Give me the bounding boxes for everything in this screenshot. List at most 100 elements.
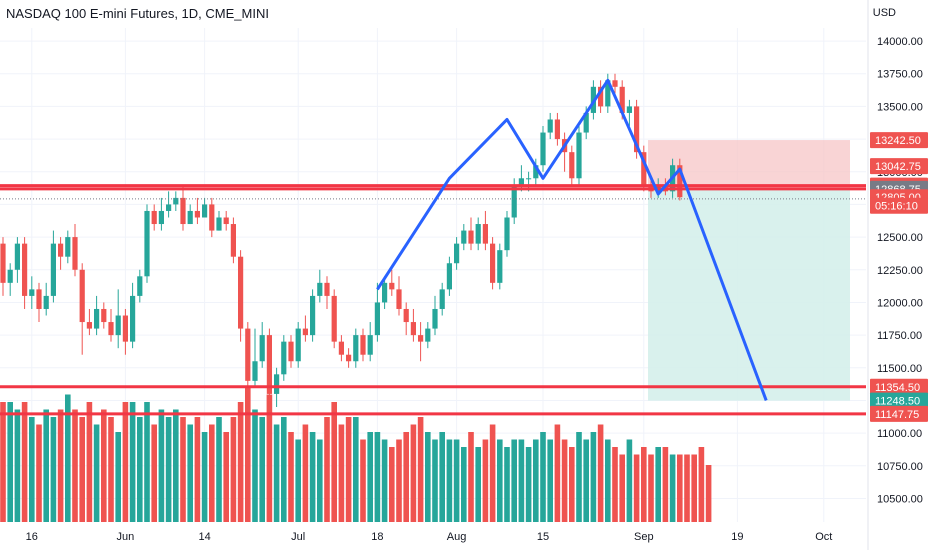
volume-bar <box>50 417 57 522</box>
candle-body <box>79 269 85 323</box>
volume-bar <box>648 454 654 522</box>
candle-body <box>295 328 301 362</box>
candle-body <box>281 341 287 375</box>
price-label-text: 11248.50 <box>875 396 920 408</box>
candle-body <box>389 282 395 290</box>
volume-bar <box>576 432 582 522</box>
volume-bar <box>7 402 13 522</box>
volume-bar <box>245 387 251 522</box>
candle-body <box>403 308 409 323</box>
volume-bar <box>216 417 222 522</box>
volume-bar <box>425 432 431 522</box>
volume-bar <box>655 447 661 522</box>
volume-bar <box>583 439 589 522</box>
candle-body <box>310 295 316 336</box>
candle-body <box>504 217 510 251</box>
x-tick-label: Jun <box>117 531 135 543</box>
currency-label: USD <box>872 7 896 19</box>
y-tick-label: 12500.00 <box>877 232 923 244</box>
volume-bar <box>641 447 647 522</box>
volume-bar <box>180 417 186 522</box>
candle-body <box>115 315 121 336</box>
candle-body <box>353 335 359 362</box>
candle-body <box>418 335 424 342</box>
candle-body <box>626 106 632 113</box>
volume-bar <box>439 432 445 522</box>
candle-body <box>144 210 150 277</box>
price-label-box <box>870 378 928 395</box>
volume-bar <box>72 409 78 522</box>
candle-body <box>158 210 164 225</box>
take-profit-zone <box>648 188 850 401</box>
volume-bar <box>259 417 265 522</box>
candle-body <box>382 282 388 303</box>
volume-bar <box>554 424 561 522</box>
volume-bar <box>453 439 460 522</box>
candle-body <box>526 178 532 180</box>
candle-body <box>425 328 431 342</box>
volume-bar <box>403 432 409 522</box>
volume-bar <box>144 402 150 522</box>
candle-body <box>36 289 42 309</box>
volume-bar <box>173 409 179 522</box>
volume-bar <box>302 424 309 522</box>
volume-bar <box>0 402 6 522</box>
volume-bar <box>410 424 417 522</box>
candle-body <box>468 230 474 244</box>
candle-body <box>187 210 193 225</box>
candle-body <box>619 86 625 113</box>
candle-body <box>43 295 49 309</box>
price-label-text: 13242.50 <box>875 135 921 147</box>
volume-bar <box>468 432 474 522</box>
volume-bar <box>266 394 273 522</box>
candle-body <box>569 152 575 179</box>
volume-bar <box>432 439 438 522</box>
volume-bar <box>590 432 597 522</box>
volume-bar <box>626 439 633 522</box>
volume-bar <box>223 432 229 522</box>
price-label-box <box>870 197 928 214</box>
candle-body <box>454 243 460 264</box>
volume-bar <box>115 432 121 522</box>
volume-bar <box>158 409 165 522</box>
candle-body <box>511 184 517 218</box>
price-label-box <box>870 158 928 175</box>
volume-bar <box>475 447 481 522</box>
candle-body <box>166 204 172 211</box>
chart-title: NASDAQ 100 E-mini Futures, 1D, CME_MINI <box>6 6 269 21</box>
volume-bar <box>209 424 215 522</box>
candle-body <box>245 328 251 381</box>
candle-body <box>7 269 13 283</box>
volume-bar <box>237 402 244 522</box>
candle-body <box>396 289 402 309</box>
candle-body <box>14 243 20 270</box>
candle-body <box>641 152 647 185</box>
x-tick-label: 15 <box>537 531 549 543</box>
volume-bar <box>14 409 21 522</box>
volume-bar <box>86 402 93 522</box>
volume-bar <box>295 439 301 522</box>
x-tick-label: Aug <box>447 531 467 543</box>
candle-body <box>461 230 467 244</box>
candle-body <box>533 165 539 179</box>
volume-bar <box>252 409 258 522</box>
volume-bar <box>21 402 28 522</box>
volume-bar <box>137 417 143 522</box>
volume-bar <box>381 439 388 522</box>
candle-body <box>22 243 28 296</box>
volume-bar <box>324 417 330 522</box>
volume-bar <box>547 439 553 522</box>
candle-body <box>108 322 114 336</box>
price-label-text: 11354.50 <box>875 382 920 394</box>
volume-bar <box>79 417 85 522</box>
candle-body <box>259 335 265 362</box>
candle-body <box>547 119 553 133</box>
volume-bar <box>288 432 294 522</box>
volume-bar <box>518 439 525 522</box>
candle-body <box>266 335 272 394</box>
y-tick-label: 13500.00 <box>877 101 923 113</box>
volume-bar <box>417 417 424 522</box>
candle-body <box>130 295 136 342</box>
